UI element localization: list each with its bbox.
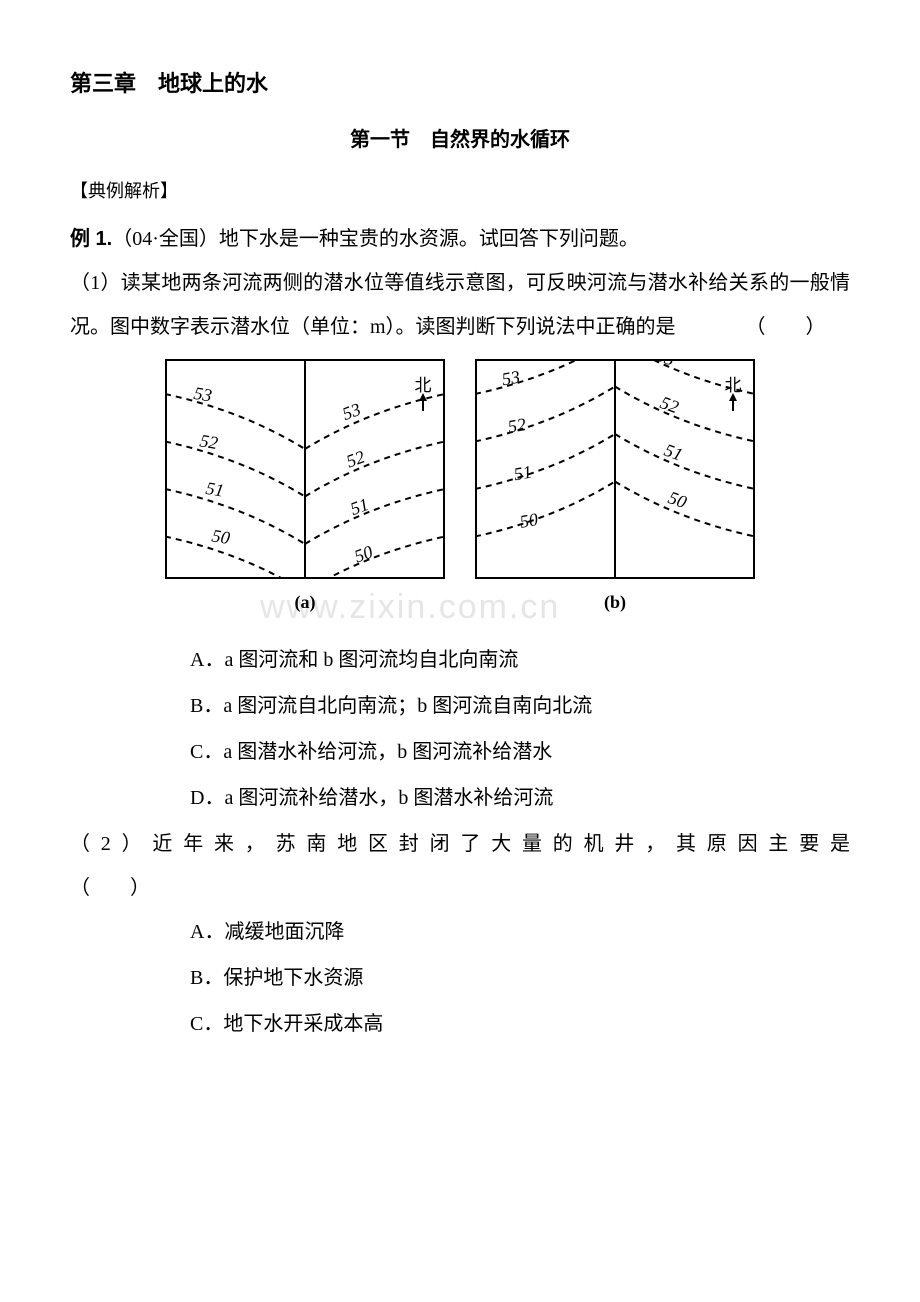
q2-option-a: A．减缓地面沉降 [190,910,850,954]
q2-options: A．减缓地面沉降 B．保护地下水资源 C．地下水开采成本高 [70,910,850,1046]
example-1-stem: 例 1.（04·全国）地下水是一种宝贵的水资源。试回答下列问题。 [70,217,850,261]
diagram-a-label: (a) [295,583,316,623]
svg-text:北: 北 [415,376,432,395]
example-1-source: （04·全国）地下水是一种宝贵的水资源。试回答下列问题。 [112,228,639,250]
q1-option-a: A．a 图河流和 b 图河流均自北向南流 [190,638,850,682]
q1-option-c: C．a 图潜水补给河流，b 图河流补给潜水 [190,730,850,774]
question-1-text: （1）读某地两条河流两侧的潜水位等值线示意图，可反映河流与潜水补给关系的一般情况… [70,261,850,349]
section-title: 第一节 自然界的水循环 [70,118,850,162]
question-2-text: （2）近年来，苏南地区封闭了大量的机井，其原因主要是 （ ） [70,822,850,910]
svg-text:51: 51 [512,462,533,485]
svg-text:50: 50 [518,509,539,532]
q2-option-c: C．地下水开采成本高 [190,1002,850,1046]
diagram-b-label: (b) [604,583,626,623]
svg-text:52: 52 [198,430,219,453]
diagram-b: 5353525251515050北 [475,359,755,579]
diagram-a-wrap: 5353525251515050北 (a) [165,359,445,623]
svg-text:52: 52 [506,414,527,437]
diagrams-row: 5353525251515050北 (a) 5353525251515050北 … [70,359,850,623]
svg-text:51: 51 [204,478,225,501]
diagram-b-wrap: 5353525251515050北 (b) [475,359,755,623]
chapter-title: 第三章 地球上的水 [70,60,850,108]
example-1-number: 例 1. [70,228,112,250]
q2-option-b: B．保护地下水资源 [190,956,850,1000]
svg-text:北: 北 [725,376,742,395]
svg-text:50: 50 [210,525,231,548]
q1-option-d: D．a 图河流补给潜水，b 图潜水补给河流 [190,776,850,820]
svg-text:53: 53 [500,367,521,390]
q1-options: A．a 图河流和 b 图河流均自北向南流 B．a 图河流自北向南流；b 图河流自… [70,638,850,820]
svg-text:53: 53 [192,383,213,406]
diagram-a: 5353525251515050北 [165,359,445,579]
example-section-label: 【典例解析】 [70,172,850,212]
q1-option-b: B．a 图河流自北向南流；b 图河流自南向北流 [190,684,850,728]
